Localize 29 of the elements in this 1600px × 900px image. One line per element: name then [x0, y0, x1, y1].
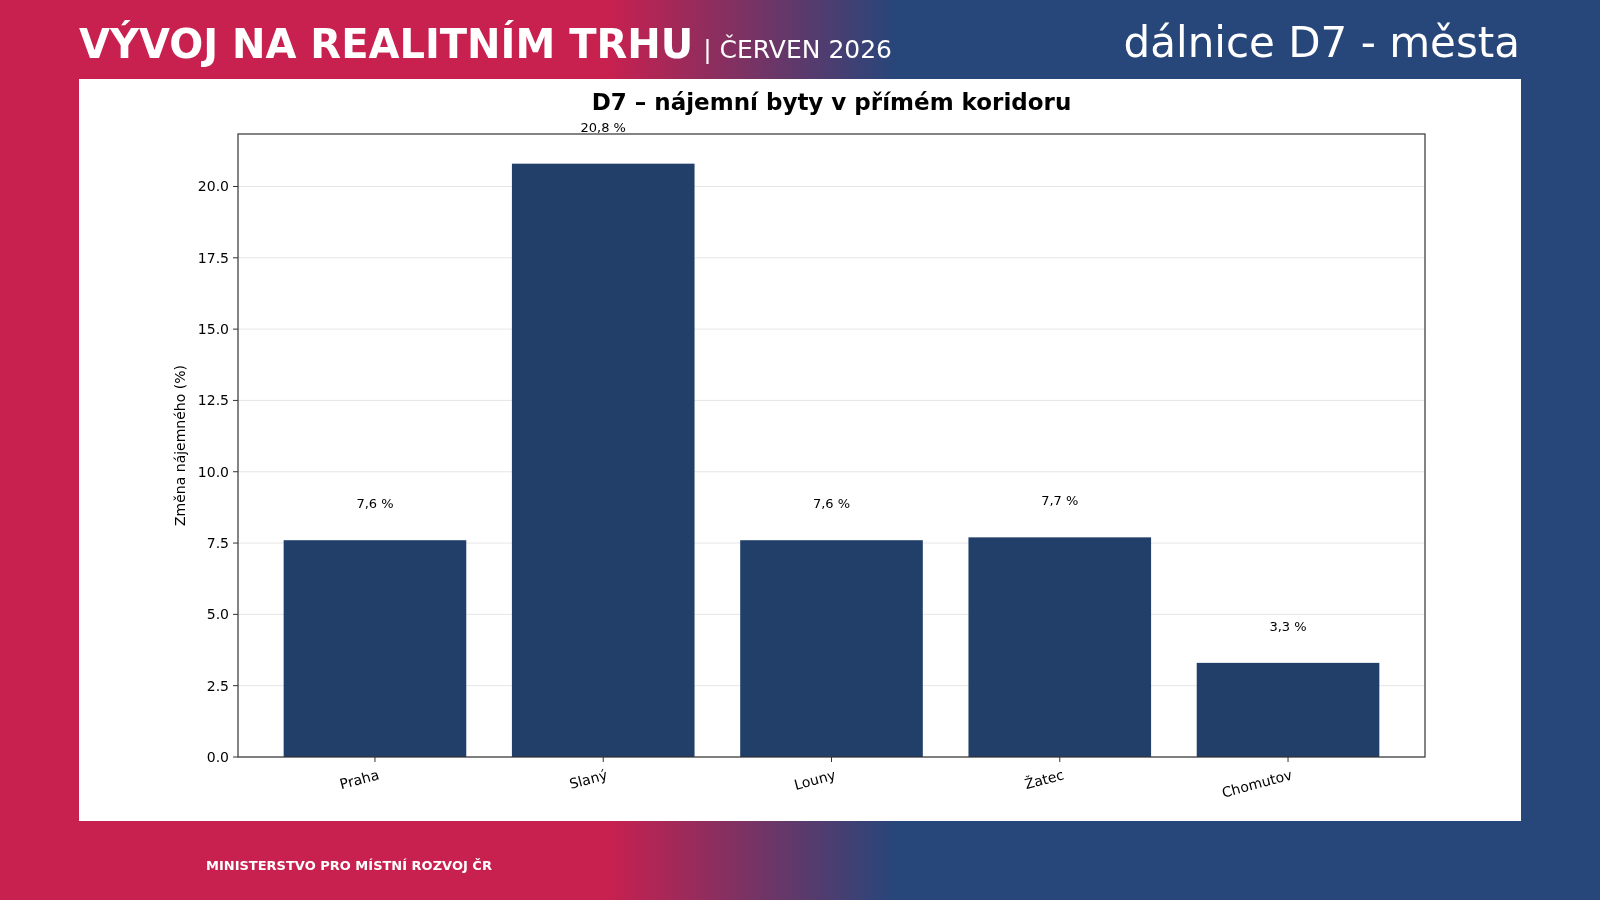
y-tick-label: 0.0	[206, 748, 229, 765]
text: VÝVOJ NA REALITNÍM TRHU	[79, 21, 694, 67]
y-axis-title: Změna nájemného (%)	[172, 365, 188, 526]
data-label: 7,6 %	[356, 496, 394, 512]
chart-title: D7 – nájemní byty v přímém koridoru	[591, 89, 1072, 115]
x-tick-label: Louny	[792, 766, 838, 793]
y-tick-label: 20.0	[197, 178, 229, 195]
text: | ČERVEN 2026	[703, 34, 893, 64]
text: MINISTERSTVO PRO MÍSTNÍ ROZVOJ ČR	[206, 858, 492, 873]
data-label: 7,6 %	[812, 496, 851, 512]
bar	[511, 163, 695, 757]
y-tick-label: 17.5	[197, 249, 229, 266]
data-label: 3,3 %	[1269, 618, 1307, 634]
bar	[1196, 662, 1380, 757]
y-tick-label: 15.0	[197, 321, 229, 338]
x-tick-label: Slaný	[567, 766, 610, 792]
text: dálnice D7 - města	[1123, 18, 1520, 67]
y-tick-label: 7.5	[206, 534, 229, 551]
y-tick-label: 10.0	[197, 463, 229, 480]
data-label: 7,7 %	[1041, 493, 1079, 509]
bar	[740, 540, 923, 757]
y-tick-label: 12.5	[197, 392, 229, 409]
x-tick-label: Praha	[337, 766, 381, 793]
bar	[968, 537, 1152, 757]
data-label: 20,8 %	[580, 119, 626, 135]
x-tick-label: Žatec	[1022, 765, 1066, 793]
y-tick-label: 2.5	[206, 677, 229, 694]
bar	[283, 540, 467, 757]
y-tick-label: 5.0	[206, 606, 229, 623]
